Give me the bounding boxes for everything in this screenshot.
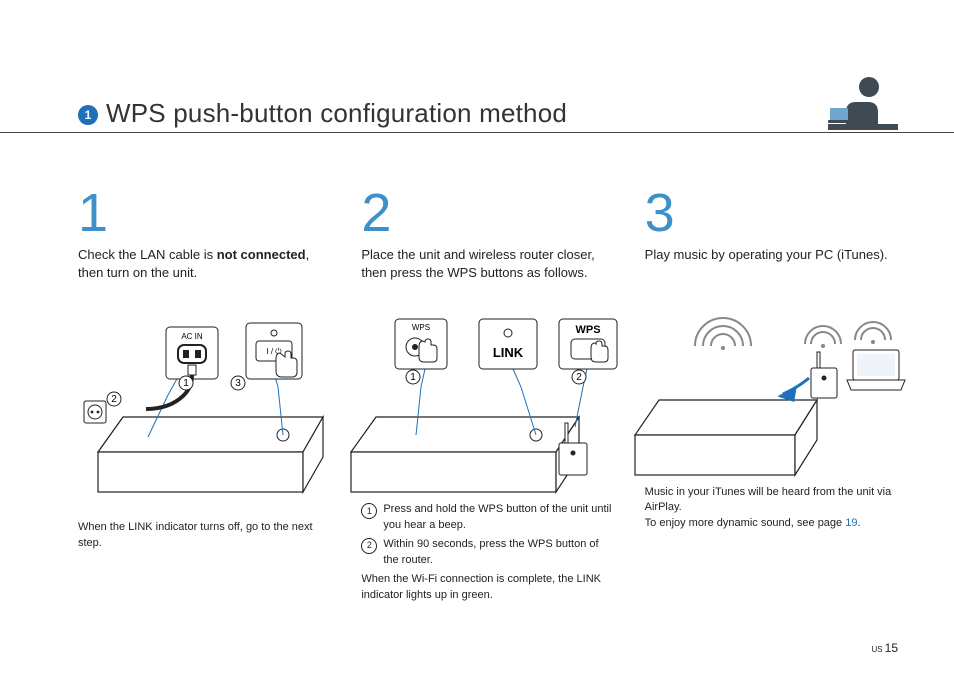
step-1-text: Check the LAN cable is not connected, th… — [78, 246, 331, 281]
acin-label: AC IN — [181, 332, 203, 341]
step-1-number: 1 — [78, 186, 331, 240]
page-number: US15 — [872, 641, 898, 655]
footnote-marker-2: 2 — [361, 538, 377, 554]
header-badge-number: 1 — [85, 108, 92, 122]
step-1-callout-2: 2 — [111, 394, 117, 405]
step-2-callout-2: 2 — [577, 372, 583, 383]
step-1-text-b: not connected — [217, 247, 306, 262]
footnote-text-2: Within 90 seconds, press the WPS button … — [383, 537, 614, 569]
step-1-footnote: When the LINK indicator turns off, go to… — [78, 520, 331, 552]
router-wps-label: WPS — [576, 324, 601, 336]
header-badge: 1 — [78, 105, 98, 125]
step-1-text-a: Check the LAN cable is — [78, 247, 217, 262]
person-laptop-icon — [828, 72, 898, 139]
step-2-text: Place the unit and wireless router close… — [361, 246, 614, 281]
link-label: LINK — [493, 345, 524, 360]
page-link-19[interactable]: 19 — [845, 517, 857, 529]
page-title: WPS push-button configuration method — [106, 98, 567, 129]
step-3-illustration — [645, 300, 898, 475]
footnote-text-1: Press and hold the WPS button of the uni… — [383, 502, 614, 534]
footnote-tail: When the Wi-Fi connection is complete, t… — [361, 572, 614, 604]
footnote-marker-1: 1 — [361, 503, 377, 519]
step-3: 3 Play music by operating your PC (iTune… — [645, 186, 898, 604]
page-number-prefix: US — [872, 645, 883, 654]
step-2-footnote: 1 Press and hold the WPS button of the u… — [361, 502, 614, 604]
step-2-illustration: WPS 1 LINK — [361, 317, 614, 492]
wps-unit-label: WPS — [412, 323, 430, 332]
step-2-number: 2 — [361, 186, 614, 240]
step-1: 1 Check the LAN cable is not connected, … — [78, 186, 331, 604]
step-3-footnote-line2-suffix: . — [857, 517, 860, 529]
step-1-callout-1: 1 — [183, 378, 189, 389]
step-3-footnote-line2-prefix: To enjoy more dynamic sound, see page — [645, 517, 846, 529]
step-3-text: Play music by operating your PC (iTunes)… — [645, 246, 898, 264]
step-3-footnote: Music in your iTunes will be heard from … — [645, 485, 898, 533]
step-3-number: 3 — [645, 186, 898, 240]
step-2-callout-1: 1 — [411, 372, 417, 383]
step-1-callout-3: 3 — [235, 378, 241, 389]
page-number-value: 15 — [885, 641, 898, 655]
step-3-footnote-line1: Music in your iTunes will be heard from … — [645, 485, 898, 517]
step-1-illustration: AC IN 1 — [78, 317, 331, 492]
step-2: 2 Place the unit and wireless router clo… — [361, 186, 614, 604]
header-rule — [0, 132, 954, 133]
